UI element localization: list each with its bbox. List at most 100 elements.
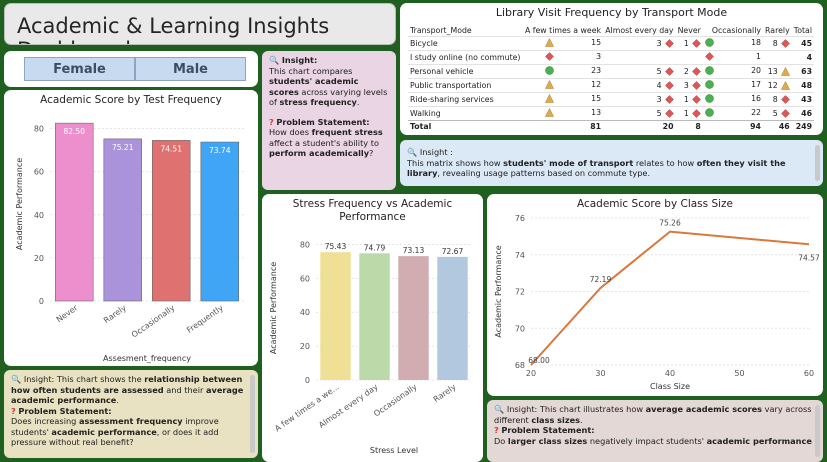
matrix-row: Walking 13 5 1 22 5 46 (408, 106, 814, 121)
matrix-cell: 1 (702, 50, 763, 65)
class-size-data-label: 72.19 (590, 275, 612, 284)
matrix-row-total: 48 (791, 78, 814, 93)
matrix-total-cell: Total (408, 120, 523, 133)
test-frequency-x-tick: Occasionally (130, 303, 177, 339)
matrix-column-header[interactable]: Almost every day (605, 26, 674, 35)
magnifier-icon: 🔍 (407, 147, 418, 157)
green-circle-icon (705, 38, 714, 47)
matrix-cell: 1 (675, 92, 703, 107)
matrix-column-header[interactable]: Never (677, 26, 701, 35)
matrix-row-label: Bicycle (408, 36, 523, 51)
stress-chart-panel: Stress Frequency vs Academic Performance… (262, 194, 483, 462)
stress-bar (320, 252, 351, 380)
stress-bar (437, 256, 468, 380)
matrix-cell-value: 3 (596, 52, 602, 61)
matrix-cell: 3 (603, 36, 676, 51)
test-frequency-bar (200, 141, 239, 302)
test-frequency-x-axis-label: Assesment_frequency (103, 354, 191, 363)
stress-x-axis-label: Stress Level (370, 446, 418, 455)
insight-assessment-scrollbar[interactable] (250, 375, 255, 453)
insight-matrix-note: 🔍 Insight : This matrix shows how studen… (400, 140, 823, 186)
matrix-column-header[interactable]: Transport_Mode (410, 26, 472, 35)
red-diamond-icon (691, 109, 701, 118)
matrix-cell-value: 15 (591, 94, 602, 103)
matrix-row-total: 4 (791, 50, 814, 65)
matrix-column-header[interactable]: A few times a week (524, 26, 602, 35)
stress-y-tick: 80 (300, 240, 310, 249)
red-diamond-icon (780, 109, 790, 118)
matrix-cell-value: 1 (683, 109, 689, 118)
matrix-cell: 18 (702, 36, 763, 51)
class-size-y-tick: 68 (515, 361, 525, 370)
matrix-cell-value: 17 (751, 80, 761, 89)
matrix-cell: 5 (603, 64, 676, 79)
matrix-cell: 3 (603, 92, 676, 107)
matrix-column-header[interactable]: Occasionally (711, 26, 761, 35)
stress-chart-title: Stress Frequency vs Academic Performance (292, 198, 453, 223)
matrix-cell: 3 (675, 78, 703, 93)
matrix-cell: 3 (522, 50, 604, 65)
warning-triangle-icon (545, 108, 555, 117)
matrix-cell-value: 20 (751, 66, 761, 75)
red-diamond-icon (664, 81, 674, 90)
matrix-row: Bicycle 15 3 1 18 8 45 (408, 36, 814, 51)
library-matrix-panel: Library Visit Frequency by Transport Mod… (400, 3, 823, 135)
stress-data-label: 72.67 (442, 247, 464, 256)
matrix-row-total: 63 (791, 64, 814, 79)
green-circle-icon (545, 66, 554, 75)
warning-triangle-icon (545, 38, 555, 47)
test-frequency-y-tick: 80 (34, 125, 44, 134)
matrix-cell-value: 18 (751, 38, 761, 47)
test-frequency-data-label: 74.51 (161, 144, 183, 153)
test-frequency-bar (55, 122, 94, 302)
matrix-column-header[interactable]: Rarely (765, 26, 790, 35)
insight-class-size-scrollbar[interactable] (815, 405, 820, 457)
class-size-y-tick: 74 (515, 251, 525, 260)
matrix-total-cell: 46 (762, 120, 792, 133)
question-mark-icon: ? (494, 425, 499, 435)
red-diamond-icon (664, 67, 674, 76)
stress-y-axis-label: Academic Performance (269, 262, 278, 354)
class-size-y-tick: 76 (515, 214, 525, 223)
matrix-cell-value: 5 (772, 109, 778, 118)
matrix-row: Personal vehicle 23 5 2 20 13 63 (408, 64, 814, 79)
slicer-option-female[interactable]: Female (24, 57, 135, 81)
insight-assessment-note: 🔍 Insight: This chart shows the relation… (4, 370, 258, 458)
stress-bar (398, 256, 429, 380)
matrix-cell (603, 50, 676, 65)
test-frequency-chart-title: Academic Score by Test Frequency (40, 94, 222, 106)
matrix-row-total: 46 (791, 106, 814, 121)
matrix-total-cell: 249 (791, 120, 814, 133)
matrix-cell-value: 4 (656, 81, 662, 90)
red-diamond-icon (780, 39, 790, 48)
test-frequency-y-tick: 60 (34, 168, 44, 177)
insight-class-size-note: 🔍 Insight: This chart illustrates how av… (487, 400, 823, 462)
stress-data-label: 74.79 (364, 243, 386, 252)
stress-y-tick: 20 (300, 342, 310, 351)
test-frequency-data-label: 82.50 (64, 127, 86, 136)
test-frequency-x-tick: Frequently (185, 303, 225, 335)
warning-triangle-icon (545, 80, 555, 89)
matrix-cell-value: 5 (656, 109, 662, 118)
stress-y-tick: 40 (300, 308, 310, 317)
matrix-cell: 23 (522, 64, 604, 79)
matrix-cell: 15 (522, 92, 604, 107)
matrix-cell-value: 12 (767, 81, 778, 90)
matrix-total-cell: 8 (675, 120, 703, 133)
class-size-chart-title: Academic Score by Class Size (576, 198, 734, 210)
matrix-total-cell: 20 (603, 120, 676, 133)
matrix-column-header[interactable]: Total (793, 26, 812, 35)
matrix-cell-value: 8 (772, 39, 778, 48)
warning-triangle-icon (780, 67, 790, 76)
warning-triangle-icon (780, 81, 790, 90)
magnifier-icon: 🔍 (11, 374, 22, 384)
matrix-cell-value: 22 (751, 108, 761, 117)
slicer-option-male[interactable]: Male (135, 57, 246, 81)
test-frequency-x-tick: Rarely (102, 303, 128, 325)
question-mark-icon: ? (11, 405, 16, 416)
insight-matrix-scrollbar[interactable] (815, 145, 820, 181)
warning-triangle-icon (545, 94, 555, 103)
matrix-cell-value: 3 (656, 39, 662, 48)
red-diamond-icon (664, 109, 674, 118)
